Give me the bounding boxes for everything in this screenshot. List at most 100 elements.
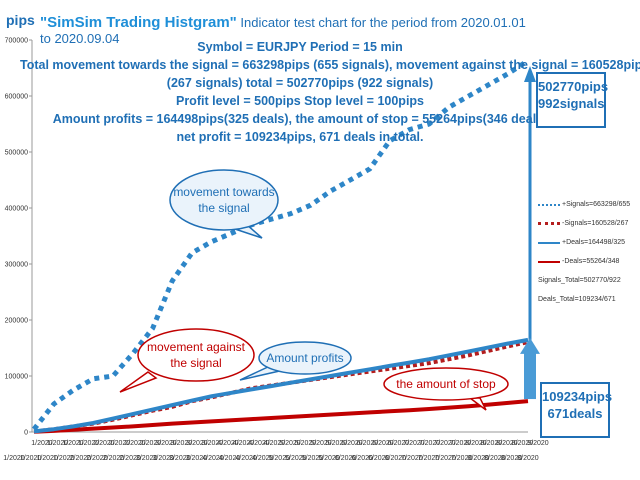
deals-total-box: 109234pips 671deals	[540, 382, 613, 438]
x-tick-label: 3/2020	[136, 455, 158, 462]
bubble-movement-against-shape	[137, 328, 255, 382]
chart-title: "SimSim Trading Histgram"	[40, 14, 237, 31]
info-line-3: (267 signals) total = 502770pips (922 si…	[166, 76, 434, 90]
bubble-amount-profits-shape	[258, 341, 352, 375]
x-tick-label: 6/2020	[357, 440, 379, 447]
y-tick-label: 600000	[5, 94, 28, 101]
legend-label: Signals_Total=502770/922	[538, 277, 621, 284]
legend: +Signals=663298/655 -Signals=160528/267 …	[538, 195, 630, 309]
legend-item-signals-total: Signals_Total=502770/922	[538, 271, 630, 290]
chart-subtitle: Indicator test chart for the period from…	[40, 15, 526, 46]
y-axis-label: pips	[6, 12, 35, 28]
info-line-1: Symbol = EURJPY Period = 15 min	[197, 40, 403, 54]
bubble-movement-towards-text: movement towards	[173, 185, 274, 199]
x-tick-label: 5/2020	[269, 455, 291, 462]
x-tick-label: 8/2020	[512, 440, 534, 447]
y-tick-label: 400000	[5, 206, 28, 213]
bubble-amount-profits: Amount profits	[239, 341, 352, 381]
x-tick-label: 5/2020	[295, 440, 317, 447]
x-tick-label: 5/2020	[279, 440, 301, 447]
x-tick-label: 3/2020	[153, 455, 175, 462]
x-tick-label: 8/2020	[468, 455, 490, 462]
legend-item-minus-deals: -Deals=55264/348	[538, 252, 630, 271]
x-tick-label: 5/2020	[285, 455, 307, 462]
arrow-signals-head	[524, 66, 536, 82]
series-group	[32, 58, 530, 434]
legend-item-plus-deals: +Deals=164498/325	[538, 233, 630, 252]
info-line-5: Amount profits = 164498pips(325 deals), …	[52, 112, 548, 126]
x-tick-label: 4/2020	[233, 440, 255, 447]
info-line-6: net profit = 109234pips, 671 deals in to…	[176, 130, 424, 144]
x-tick-label: 1/2020	[62, 440, 84, 447]
y-tick-label: 200000	[5, 318, 28, 325]
x-tick-label: 7/2020	[451, 455, 473, 462]
x-tick-label: 6/2020	[335, 455, 357, 462]
x-tick-label: 3/2020	[186, 455, 208, 462]
x-tick-label: 2/2020	[109, 440, 131, 447]
legend-swatch	[538, 203, 560, 206]
x-axis: 1/20201/20201/20201/20202/20202/20202/20…	[3, 431, 549, 462]
x-tick-label: 5/2020	[318, 455, 340, 462]
bubble-movement-towards-shape	[169, 169, 279, 231]
x-tick-label: 4/2020	[217, 440, 239, 447]
x-tick-label: 4/2020	[202, 455, 224, 462]
x-tick-label: 2/2020	[140, 440, 162, 447]
x-tick-label: 7/2020	[434, 455, 456, 462]
bubble-movement-towards: movement towards the signal	[169, 169, 279, 239]
x-tick-label: 8/2020	[481, 440, 503, 447]
x-tick-label: 9/2020	[527, 440, 549, 447]
x-tick-label: 4/2020	[264, 440, 286, 447]
x-tick-label: 7/2020	[419, 440, 441, 447]
x-tick-label: 5/2020	[326, 440, 348, 447]
x-tick-label: 8/2020	[484, 455, 506, 462]
x-tick-label: 2/2020	[93, 440, 115, 447]
legend-item-plus-signals: +Signals=663298/655	[538, 195, 630, 214]
deals-total-count: 671deals	[547, 406, 603, 421]
total-arrows	[520, 66, 540, 400]
x-tick-label: 1/2020	[20, 455, 42, 462]
legend-swatch	[538, 222, 560, 225]
x-tick-label: 6/2020	[368, 455, 390, 462]
x-tick-label: 7/2020	[403, 440, 425, 447]
y-tick-label: 300000	[5, 262, 28, 269]
x-tick-label: 2/2020	[103, 455, 125, 462]
legend-label: Deals_Total=109234/671	[538, 296, 616, 303]
legend-label: +Signals=663298/655	[562, 201, 631, 208]
signals-total-pips: 502770pips	[538, 79, 609, 94]
x-tick-label: 1/2020	[47, 440, 69, 447]
signals-total-box: 502770pips 992signals	[536, 72, 609, 128]
info-line-4: Profit level = 500pips Stop level = 100p…	[175, 94, 425, 108]
legend-label: +Deals=164498/325	[562, 239, 626, 246]
legend-item-deals-total: Deals_Total=109234/671	[538, 290, 630, 309]
bubble-movement-against-tail	[119, 371, 158, 393]
x-tick-label: 4/2020	[252, 455, 274, 462]
info-line-2: Total movement towards the signal = 6632…	[20, 58, 640, 72]
deals-total-pips: 109234pips	[542, 389, 613, 404]
x-tick-label: 7/2020	[418, 455, 440, 462]
bubble-amount-stop: the amount of stop	[383, 367, 509, 411]
bubble-amount-stop-shape	[383, 367, 509, 401]
legend-swatch	[538, 260, 560, 263]
bubble-movement-against: movement against the signal	[119, 328, 255, 393]
x-tick-label: 1/2020	[78, 440, 100, 447]
x-tick-label: 1/2020	[31, 440, 53, 447]
series-line-2	[33, 337, 529, 434]
x-tick-label: 1/2020	[3, 455, 25, 462]
x-tick-label: 1/2020	[36, 455, 58, 462]
x-tick-label: 5/2020	[302, 455, 324, 462]
series-line-0	[32, 58, 530, 431]
x-tick-label: 3/2020	[169, 455, 191, 462]
legend-label: -Deals=55264/348	[562, 258, 620, 265]
x-tick-label: 4/2020	[248, 440, 270, 447]
y-axis: 0 100000 200000 300000 400000 500000 600000 700…	[5, 38, 33, 437]
legend-label: -Signals=160528/267	[562, 220, 629, 227]
x-tick-label: 6/2020	[385, 455, 407, 462]
x-tick-label: 6/2020	[351, 455, 373, 462]
x-tick-label: 3/2020	[155, 440, 177, 447]
x-tick-label: 2/2020	[124, 440, 146, 447]
x-tick-label: 8/2020	[496, 440, 518, 447]
chart-title-block: "SimSim Trading Histgram" Indicator test…	[40, 14, 540, 46]
x-tick-label: 8/2020	[501, 455, 523, 462]
